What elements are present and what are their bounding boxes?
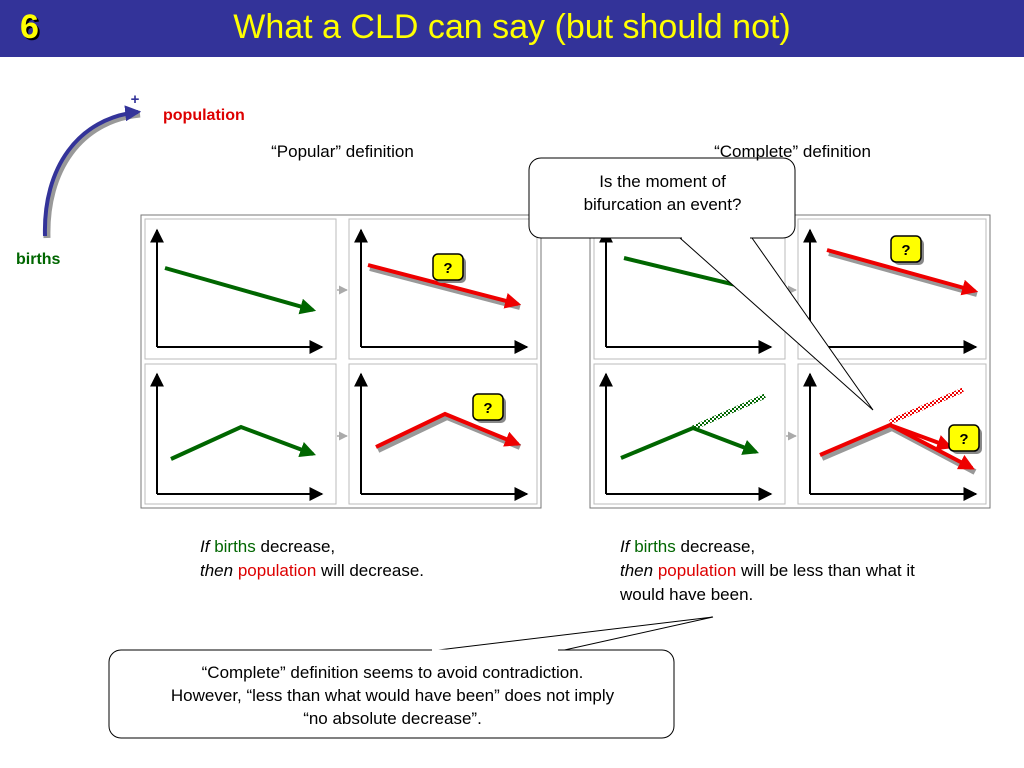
svg-text:?: ? (901, 242, 910, 259)
cld-link-arrow (42, 105, 142, 237)
note-callout-text: “Complete” definition seems to avoid con… (170, 663, 615, 728)
title-bar: 6 What a CLD can say (but should not) (0, 0, 1024, 57)
cld-link: + population births (16, 91, 245, 268)
popular-population-cell-2 (348, 363, 538, 505)
complete-caption: If births decrease, then population will… (620, 537, 915, 604)
population-decrease-line (367, 263, 522, 309)
note-callout (108, 616, 714, 739)
population-variable: population (163, 107, 245, 124)
question-badge: ? (432, 253, 466, 283)
bifurcation-callout-text: Is the moment of bifurcation an event? (583, 172, 742, 214)
complete-definition-heading: “Complete” definition (714, 142, 871, 161)
cld-link-shadow (43, 110, 141, 239)
complete-births-cell-2 (593, 363, 786, 505)
complete-panel-group: ? ? (589, 214, 991, 509)
question-badge: ? (890, 235, 924, 265)
population-peak-shadow (376, 413, 522, 453)
popular-caption: If births decrease, then population will… (200, 537, 425, 580)
popular-definition-heading: “Popular” definition (271, 142, 414, 161)
slide-number: 6 (20, 8, 39, 46)
births-peak-line (170, 424, 316, 461)
births-counterfactual-line (691, 393, 767, 431)
population-peak-line (375, 411, 521, 449)
births-variable: births (16, 251, 61, 268)
polarity-sign: + (131, 91, 140, 108)
population-line-shadow (828, 250, 978, 297)
slide-title: What a CLD can say (but should not) (233, 8, 791, 46)
bifurcation-callout (528, 157, 874, 411)
popular-births-cell-2 (144, 363, 337, 505)
question-badge: ? (948, 424, 982, 454)
births-decrease-line (164, 266, 317, 315)
svg-text:?: ? (483, 400, 492, 417)
population-counterfactual-line (888, 387, 965, 425)
population-branch-line (889, 423, 954, 451)
births-bifurcation-line (620, 425, 759, 460)
population-line-shadow (369, 265, 521, 310)
svg-text:?: ? (959, 431, 968, 448)
question-badge: ? (472, 393, 506, 423)
svg-text:?: ? (443, 260, 452, 277)
popular-panel-group: ? ? (140, 214, 542, 509)
population-decrease-line (826, 248, 979, 296)
